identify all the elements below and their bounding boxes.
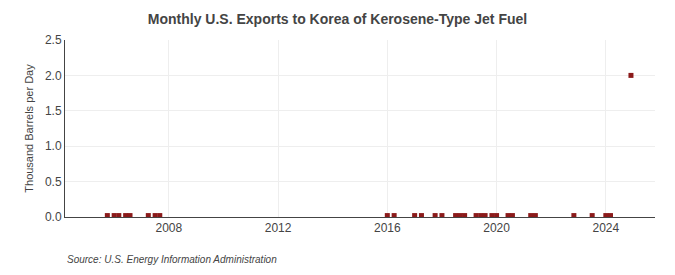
svg-text:0.0: 0.0 xyxy=(45,210,62,224)
svg-text:0.5: 0.5 xyxy=(45,175,62,189)
svg-text:2020: 2020 xyxy=(483,221,510,235)
svg-text:2.5: 2.5 xyxy=(45,33,62,47)
svg-text:Monthly U.S. Exports to Korea: Monthly U.S. Exports to Korea of Kerosen… xyxy=(148,11,527,27)
svg-text:2024: 2024 xyxy=(592,221,619,235)
svg-text:2012: 2012 xyxy=(265,221,292,235)
svg-text:Source: U.S. Energy Informatio: Source: U.S. Energy Information Administ… xyxy=(67,254,277,265)
svg-text:1.0: 1.0 xyxy=(45,139,62,153)
svg-text:2.0: 2.0 xyxy=(45,69,62,83)
svg-text:Thousand Barrels per Day: Thousand Barrels per Day xyxy=(23,64,35,193)
svg-text:2016: 2016 xyxy=(374,221,401,235)
svg-text:1.5: 1.5 xyxy=(45,104,62,118)
svg-text:2008: 2008 xyxy=(155,221,182,235)
